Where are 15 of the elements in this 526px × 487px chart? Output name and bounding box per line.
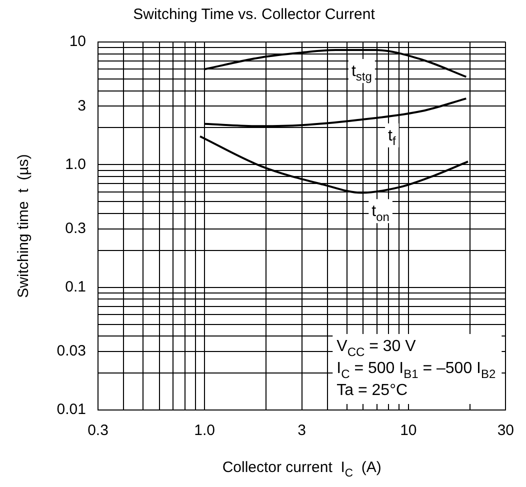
y-tick-label: 1.0 (65, 156, 86, 173)
y-tick-label: 10 (69, 33, 86, 50)
y-tick-label: 0.3 (65, 220, 86, 237)
y-tick-label: 0.1 (65, 278, 86, 296)
x-tick-label: 0.3 (88, 422, 108, 440)
y-axis-title: Switching time t (µs) (15, 154, 32, 298)
y-tick-label: 3 (78, 97, 86, 114)
chart-title: Switching Time vs. Collector Current (133, 6, 376, 24)
y-tick-label: 0.01 (56, 401, 86, 418)
annotation: Ta = 25°C (336, 382, 408, 399)
y-tick-label: 0.03 (56, 342, 86, 360)
x-tick-label: 30 (497, 422, 514, 440)
x-tick-label: 10 (400, 422, 417, 440)
x-tick-label: 1.0 (194, 422, 216, 440)
x-tick-label: 3 (298, 422, 306, 440)
